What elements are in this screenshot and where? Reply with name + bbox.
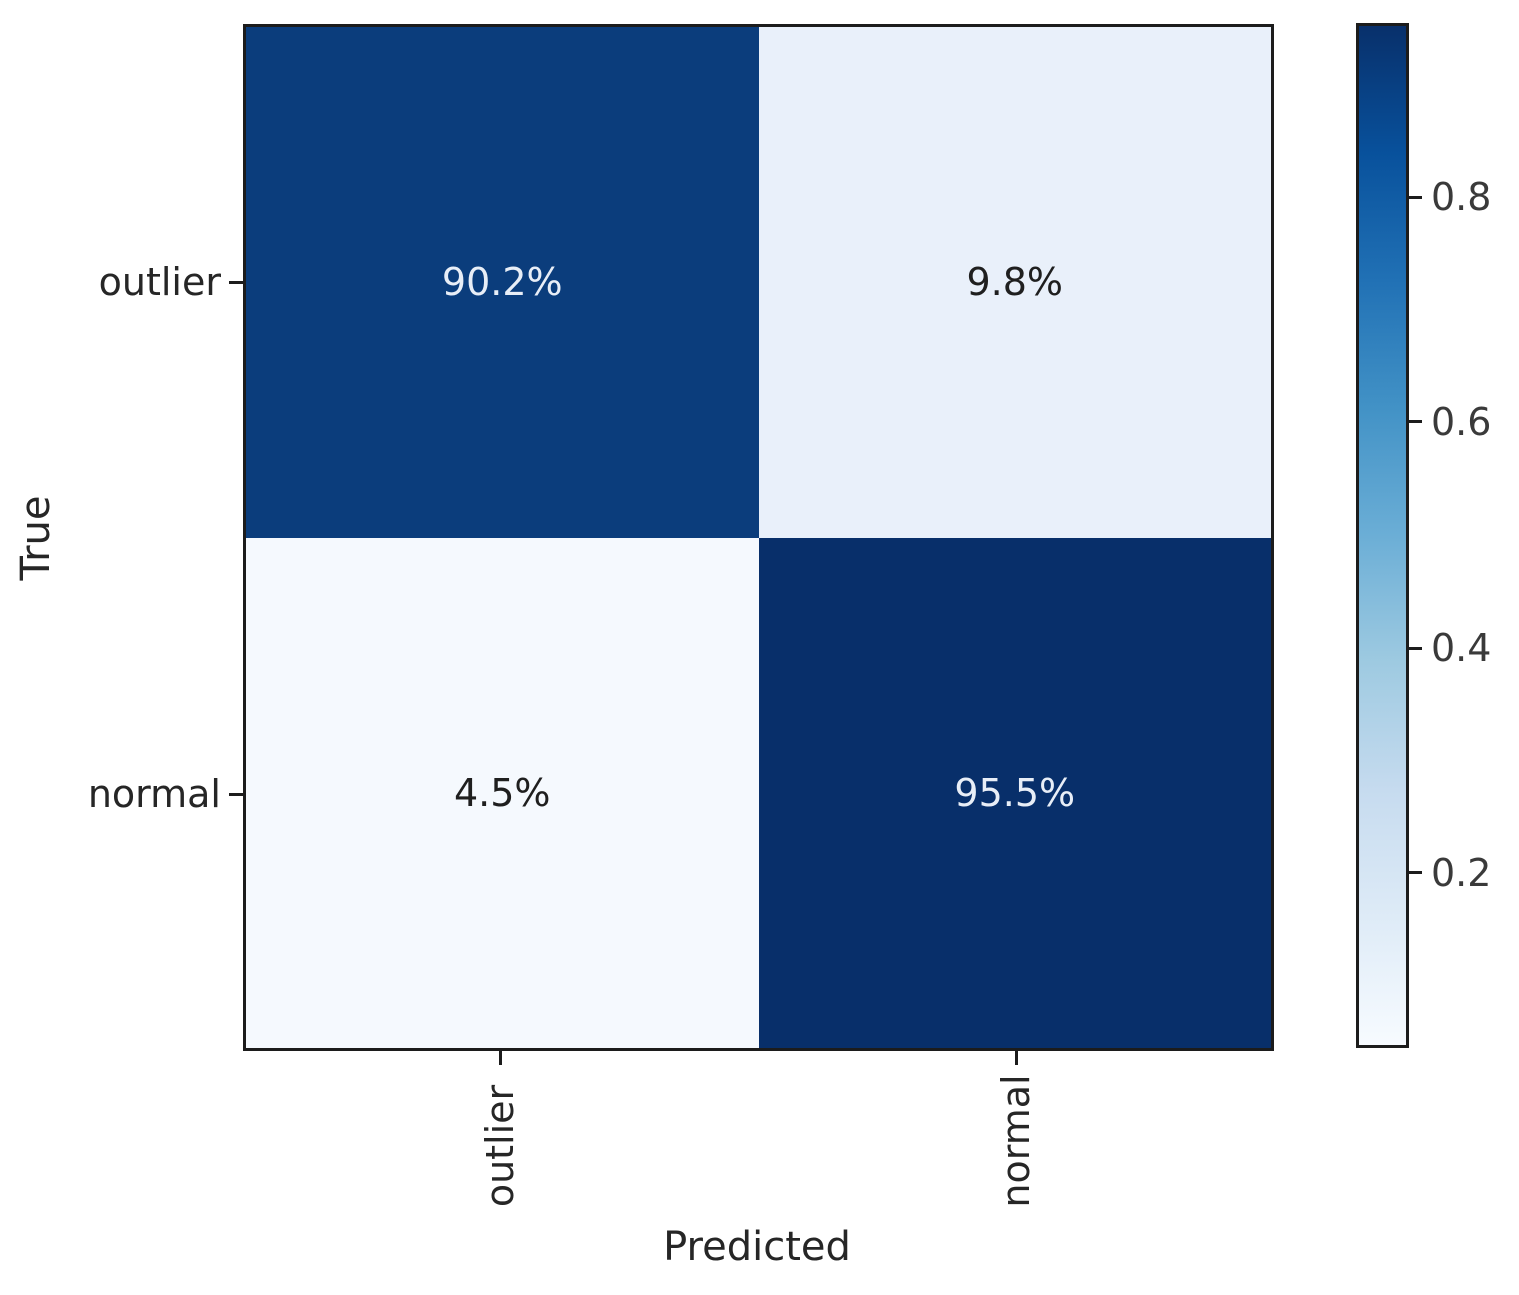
- cell-outlier-normal: 9.8%: [758, 27, 1271, 538]
- y-tick-label-outlier: outlier: [98, 260, 221, 304]
- cell-outlier-outlier: 90.2%: [246, 27, 759, 538]
- colorbar-tick-label: 0.4: [1431, 626, 1492, 671]
- colorbar-ticks: 0.8 0.6 0.4 0.2: [1409, 23, 1519, 1048]
- y-tick-label-normal: normal: [87, 772, 221, 816]
- cell-value: 9.8%: [966, 260, 1064, 305]
- heatmap-grid: 90.2% 9.8% 4.5% 95.5%: [243, 24, 1274, 1051]
- colorbar: [1356, 23, 1409, 1048]
- x-tick-mark-normal: [1015, 1051, 1018, 1065]
- y-axis-title: True: [13, 495, 59, 581]
- y-tick-mark-outlier: [229, 281, 243, 284]
- colorbar-tick-label: 0.2: [1431, 850, 1492, 895]
- colorbar-tick-label: 0.6: [1431, 399, 1492, 444]
- cell-value: 90.2%: [441, 260, 563, 305]
- cell-value: 4.5%: [453, 770, 551, 815]
- cell-normal-normal: 95.5%: [758, 537, 1271, 1048]
- colorbar-tick-label: 0.8: [1431, 175, 1492, 220]
- x-tick-mark-outlier: [499, 1051, 502, 1065]
- colorbar-tick-mark: [1409, 871, 1422, 875]
- cell-normal-outlier: 4.5%: [246, 537, 759, 1048]
- y-tick-mark-normal: [229, 793, 243, 796]
- colorbar-tick-mark: [1409, 195, 1422, 199]
- colorbar-tick-mark: [1409, 646, 1422, 650]
- x-tick-label-outlier: outlier: [478, 1084, 522, 1208]
- x-axis-title: Predicted: [663, 1224, 851, 1270]
- colorbar-tick-mark: [1409, 420, 1422, 424]
- x-tick-label-normal: normal: [994, 1074, 1038, 1208]
- cell-value: 95.5%: [954, 770, 1076, 815]
